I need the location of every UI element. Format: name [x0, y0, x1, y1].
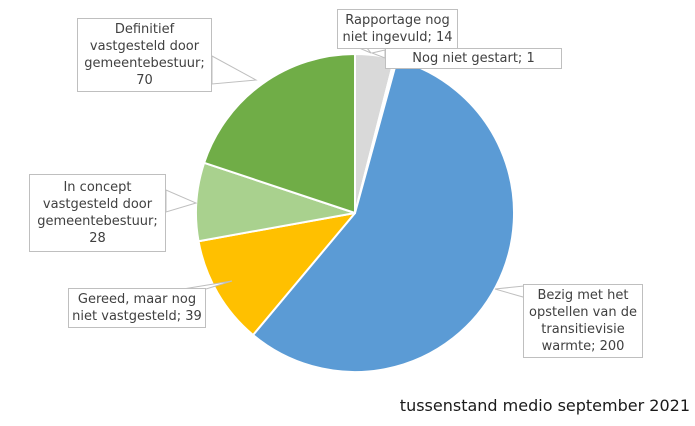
chart-caption: tussenstand medio september 2021: [399, 396, 690, 415]
callout-leader-in-concept: [165, 189, 198, 213]
callout-definitief-vastgesteld: Definitief vastgesteld door gemeentebest…: [77, 18, 212, 92]
pie-slice-gereed-niet-vastgesteld: [197, 212, 356, 336]
callout-gereed-niet-vastgesteld: Gereed, maar nog niet vastgesteld; 39: [68, 288, 206, 328]
pie-slices: [195, 53, 516, 373]
pie-slice-definitief-vastgesteld: [203, 53, 356, 214]
callout-leader-definitief: [211, 55, 258, 85]
callout-rapportage-niet-ingevuld: Rapportage nog niet ingevuld; 14: [337, 9, 458, 49]
callout-bezig-met-opstellen: Bezig met het opstellen van de transitie…: [523, 284, 643, 358]
callout-in-concept-vastgesteld: In concept vastgesteld door gemeentebest…: [29, 174, 166, 252]
pie-slice-bezig-met-opstellen: [252, 58, 516, 373]
callout-nog-niet-gestart: Nog niet gestart; 1: [385, 48, 562, 69]
